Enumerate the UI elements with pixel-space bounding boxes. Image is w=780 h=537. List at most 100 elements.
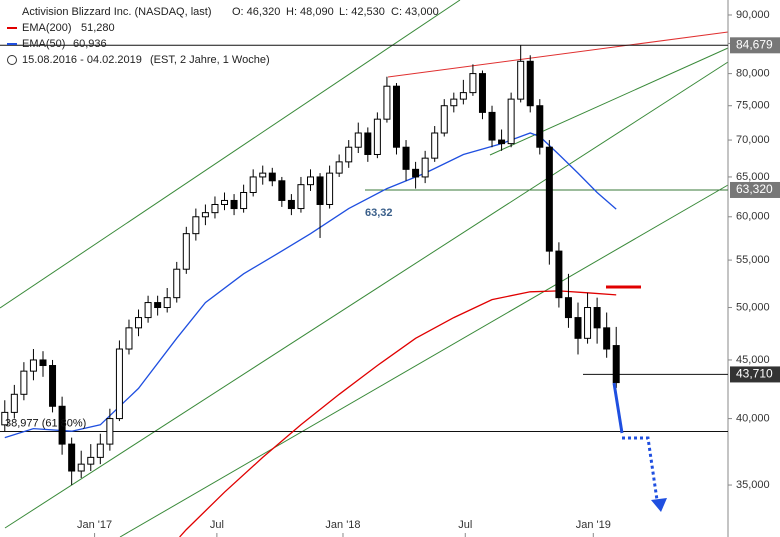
period: 15.08.2016 - 04.02.2019	[22, 54, 142, 66]
legend-label: EMA(50)	[22, 38, 65, 50]
legend-value: 60,936	[73, 38, 107, 50]
candle-body	[412, 168, 420, 178]
candle-body	[201, 212, 209, 218]
candle-body	[612, 345, 620, 384]
candle-body	[240, 191, 248, 210]
candle-body	[545, 146, 553, 252]
y-tick-label: 40,000	[736, 412, 770, 424]
candle-body	[29, 359, 37, 372]
candle-body	[450, 98, 458, 107]
candle-body	[249, 176, 257, 193]
x-tick-label: Jan '18	[325, 519, 360, 531]
candle-body	[431, 132, 439, 159]
candle-body	[87, 456, 95, 465]
candle-body	[39, 359, 47, 367]
candle-body	[526, 60, 534, 107]
level-tag	[730, 37, 780, 54]
legend-value: 51,280	[81, 22, 115, 34]
candle-body	[173, 268, 181, 299]
arrow-dotted	[622, 436, 659, 501]
candle-body	[574, 317, 582, 339]
header: Activision Blizzard Inc. (NASDAQ, last) …	[7, 6, 439, 66]
candle-body	[192, 216, 200, 235]
candle-body	[507, 98, 515, 145]
y-tick-label: 65,000	[736, 171, 770, 183]
candle-body	[268, 172, 276, 182]
candle-body	[603, 327, 611, 350]
candle-body	[306, 176, 314, 186]
title: Activision Blizzard Inc. (NASDAQ, last)	[22, 6, 212, 18]
y-tick-label: 45,000	[736, 354, 770, 366]
candle-body	[478, 73, 486, 113]
candle-body	[593, 307, 601, 329]
candle-body	[488, 111, 496, 141]
candle-body	[402, 146, 410, 170]
level-label: 43,710	[736, 367, 773, 381]
y-tick-label: 50,000	[736, 301, 770, 313]
candle-body	[584, 307, 592, 339]
ohlc-close: C: 43,000	[391, 6, 439, 18]
candle-body	[211, 203, 219, 214]
candle-body	[555, 250, 563, 299]
level-label: 63,320	[736, 182, 773, 196]
candle-body	[354, 132, 362, 148]
candle-body	[564, 297, 572, 319]
legend-label: EMA(200)	[22, 22, 72, 34]
ohlc-low: L: 42,530	[339, 6, 385, 18]
trend-channel	[119, 184, 729, 537]
candle-body	[10, 393, 18, 413]
y-tick-label: 75,000	[736, 100, 770, 112]
plot: 35,000 40,000 45,000 50,000 55,000 60,000 65,0…	[0, 9, 780, 537]
candle-body	[154, 302, 162, 309]
y-tick-label: 90,000	[736, 9, 770, 21]
candle-body	[58, 405, 66, 445]
y-tick-label: 80,000	[736, 68, 770, 80]
candle-body	[106, 418, 114, 445]
ohlc-high: H: 48,090	[286, 6, 334, 18]
candle-body	[144, 302, 152, 319]
candle-body	[316, 176, 324, 205]
candle-body	[440, 105, 448, 134]
arrow-head	[651, 498, 667, 512]
drawings	[0, 0, 729, 537]
trend-channel	[489, 47, 729, 156]
trend-channel	[0, 0, 461, 309]
candle-body	[278, 180, 286, 201]
candle-body	[517, 60, 525, 100]
clock-icon	[7, 55, 17, 65]
candle-body	[259, 172, 267, 178]
level-tag	[730, 366, 780, 383]
y-tick-label: 70,000	[736, 134, 770, 146]
candle-body	[297, 184, 305, 210]
candle-body	[287, 199, 295, 210]
candle-body	[49, 365, 57, 407]
level-tag	[730, 181, 780, 198]
x-tick-label: Jul	[210, 519, 224, 531]
candle-body	[536, 105, 544, 148]
candle-body	[221, 199, 229, 205]
forecast-arrow	[612, 382, 667, 512]
candle-body	[182, 233, 190, 270]
candle-body	[135, 317, 143, 329]
candle-body	[498, 139, 506, 145]
resistance-line	[387, 31, 729, 78]
candle-body	[364, 132, 372, 155]
candle-body	[125, 327, 133, 350]
candle-body	[392, 85, 400, 148]
candle-body	[20, 370, 28, 395]
candle-body	[230, 199, 238, 210]
ohlc-open: O: 46,320	[232, 6, 280, 18]
level-label: 38,977 (61,80%)	[5, 417, 86, 429]
candle-body	[345, 146, 353, 163]
y-tick-label: 55,000	[736, 254, 770, 266]
candle-body	[77, 463, 85, 472]
candle-body	[1, 411, 9, 426]
candle-body	[373, 118, 381, 155]
candle-body	[383, 85, 391, 120]
settings: (EST, 2 Jahre, 1 Woche)	[150, 54, 270, 66]
candle-body	[96, 443, 104, 458]
arrow-line	[612, 382, 624, 434]
candle-body	[326, 172, 334, 205]
level-label: 84,679	[736, 37, 773, 51]
